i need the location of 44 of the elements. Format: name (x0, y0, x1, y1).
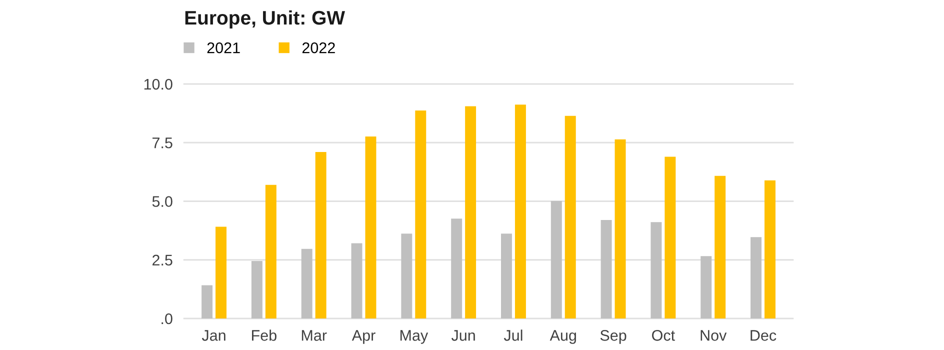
bar (500, 234, 512, 318)
bar (514, 104, 526, 318)
bar (216, 226, 226, 318)
x-tick-label: Dec (750, 330, 776, 341)
bar (750, 237, 762, 318)
bar (351, 243, 362, 318)
bar (251, 261, 262, 318)
y-tick-label: 10.0 (144, 78, 172, 90)
x-tick-label: Apr (352, 330, 376, 344)
bar (451, 218, 462, 318)
bar (714, 176, 726, 318)
x-tick-label: May (400, 330, 428, 344)
x-tick-label: Feb (252, 330, 276, 341)
bar (301, 248, 312, 318)
bar (315, 152, 326, 318)
bar (700, 256, 712, 318)
bar (764, 180, 776, 318)
x-tick-label: Aug (550, 330, 576, 344)
legend-label: 2022 (302, 42, 335, 54)
x-tick-label: Jan (202, 330, 226, 341)
bar (202, 285, 213, 318)
x-tick-label: Jun (451, 330, 475, 341)
y-tick-label: 2.5 (152, 254, 172, 266)
bar (564, 116, 576, 318)
x-tick-label: Mar (302, 330, 327, 341)
bar (365, 136, 376, 318)
x-tick-label: Jul (504, 330, 522, 341)
x-tick-label: Nov (700, 330, 727, 341)
bar (465, 106, 476, 318)
y-tick-label: 7.5 (152, 138, 172, 148)
bar (664, 156, 676, 318)
bar (265, 184, 276, 318)
bar (550, 201, 562, 318)
bar (600, 220, 612, 318)
legend-label: 2021 (207, 42, 240, 54)
bar (401, 234, 412, 318)
bar (415, 110, 426, 318)
bar (614, 139, 626, 318)
chart-title: Europe, Unit: GW (185, 10, 345, 29)
x-tick-label: Sep (600, 330, 626, 344)
x-tick-label: Oct (652, 330, 675, 341)
y-tick-label: .0 (162, 313, 172, 324)
bar (650, 222, 662, 318)
y-tick-label: 5.0 (152, 196, 172, 207)
